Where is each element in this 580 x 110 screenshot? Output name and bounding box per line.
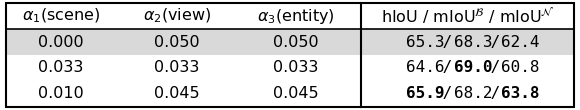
Text: 65.3 / 68.3 / 62.4: 65.3 / 68.3 / 62.4 bbox=[381, 35, 554, 50]
Text: 60.8: 60.8 bbox=[502, 60, 540, 75]
Text: 68.2: 68.2 bbox=[454, 86, 492, 101]
Text: 63.8: 63.8 bbox=[502, 86, 540, 101]
Text: 64.6 / 69.0 / 60.8: 64.6 / 69.0 / 60.8 bbox=[381, 60, 554, 75]
Text: 65.9 / 68.2 / 63.8: 65.9 / 68.2 / 63.8 bbox=[381, 86, 554, 101]
Text: 68.3: 68.3 bbox=[454, 35, 492, 50]
Text: /: / bbox=[433, 35, 462, 50]
Text: 0.010: 0.010 bbox=[38, 86, 84, 101]
Text: /: / bbox=[481, 35, 510, 50]
Text: hIoU / mIoU$^\mathcal{B}$ / mIoU$^\mathcal{N}$: hIoU / mIoU$^\mathcal{B}$ / mIoU$^\mathc… bbox=[380, 6, 554, 26]
Text: 62.4: 62.4 bbox=[502, 35, 540, 50]
Text: 0.033: 0.033 bbox=[154, 60, 200, 75]
Text: $\alpha_1$(scene): $\alpha_1$(scene) bbox=[22, 7, 100, 25]
Text: $\alpha_2$(view): $\alpha_2$(view) bbox=[143, 7, 211, 25]
Text: /: / bbox=[433, 60, 462, 75]
Text: /: / bbox=[481, 86, 510, 101]
Text: 0.050: 0.050 bbox=[273, 35, 318, 50]
Text: 0.045: 0.045 bbox=[154, 86, 200, 101]
Text: 65.3: 65.3 bbox=[406, 35, 445, 50]
Text: $\alpha_3$(entity): $\alpha_3$(entity) bbox=[257, 7, 335, 26]
Text: 0.050: 0.050 bbox=[154, 35, 200, 50]
Text: 0.033: 0.033 bbox=[38, 60, 84, 75]
Text: 64.6: 64.6 bbox=[406, 60, 445, 75]
Text: 65.9: 65.9 bbox=[406, 86, 445, 101]
Text: /: / bbox=[481, 60, 510, 75]
Text: 0.045: 0.045 bbox=[273, 86, 318, 101]
Bar bbox=[6, 29, 574, 55]
Text: 69.0: 69.0 bbox=[454, 60, 492, 75]
Text: /: / bbox=[433, 86, 462, 101]
Text: 0.033: 0.033 bbox=[273, 60, 318, 75]
Text: 0.000: 0.000 bbox=[38, 35, 84, 50]
